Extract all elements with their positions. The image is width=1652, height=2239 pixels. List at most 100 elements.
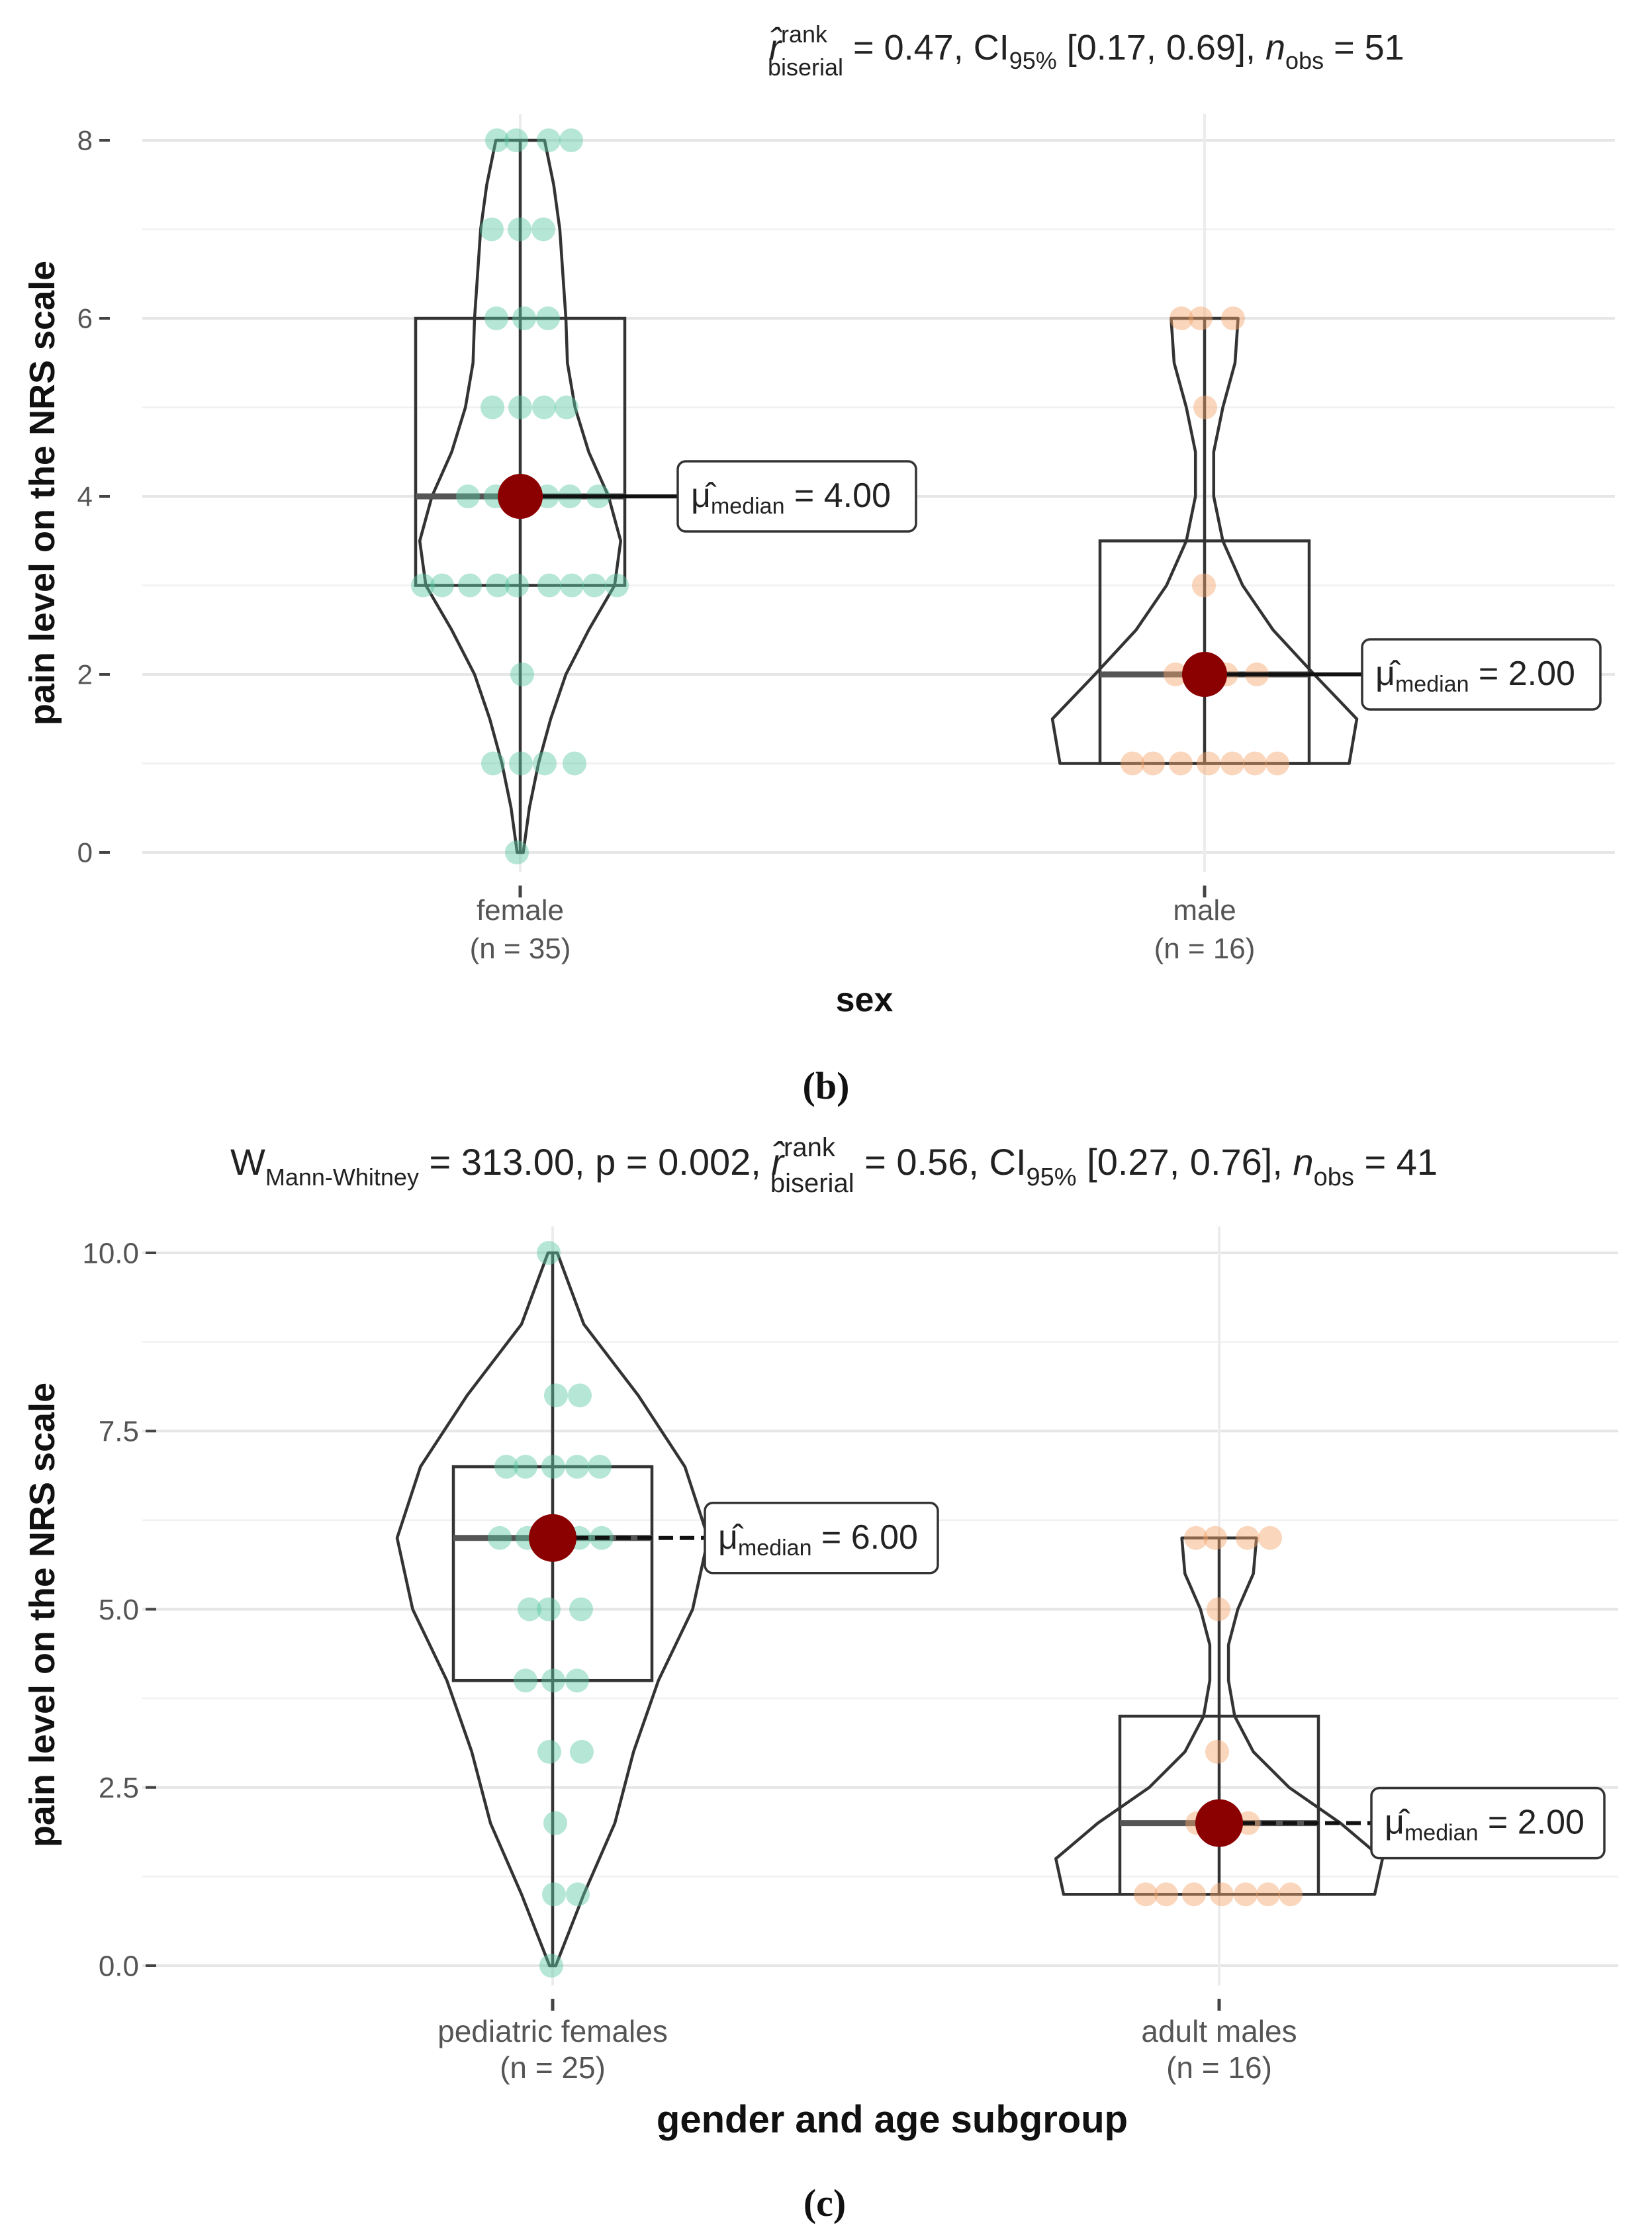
data-point bbox=[1207, 1597, 1230, 1622]
data-point bbox=[1164, 663, 1187, 686]
data-point bbox=[1205, 1739, 1229, 1764]
data-point bbox=[1210, 1882, 1234, 1907]
data-point bbox=[494, 1455, 518, 1479]
violin-1 bbox=[1050, 316, 1359, 765]
y-tick-label: 6 bbox=[77, 303, 93, 334]
data-point bbox=[1169, 751, 1193, 776]
data-point bbox=[1170, 306, 1193, 330]
data-point bbox=[537, 573, 561, 598]
data-point bbox=[544, 1383, 568, 1408]
data-point bbox=[509, 751, 533, 776]
data-point bbox=[565, 1455, 589, 1479]
panel-b-y-axis-label: pain level on the NRS scale bbox=[23, 261, 62, 725]
data-point bbox=[537, 1739, 561, 1764]
data-point bbox=[1197, 751, 1220, 776]
data-point bbox=[481, 751, 505, 776]
data-point bbox=[1182, 1882, 1206, 1907]
data-point bbox=[570, 1739, 594, 1764]
data-point bbox=[504, 128, 528, 152]
box-1 bbox=[1118, 1714, 1320, 1896]
data-point bbox=[1192, 573, 1216, 598]
data-point bbox=[1134, 1882, 1158, 1907]
median-dot-0 bbox=[498, 474, 543, 519]
data-point bbox=[539, 1954, 563, 1978]
y-tick-label: 2 bbox=[77, 659, 93, 690]
panel-b-stat-title: r̂rank biserial = 0.47, CI95% [0.17, 0.69… bbox=[768, 21, 1404, 81]
data-point bbox=[458, 573, 482, 598]
data-point bbox=[565, 1668, 589, 1693]
data-point bbox=[411, 573, 435, 598]
median-dot-0 bbox=[529, 1514, 576, 1562]
data-point bbox=[582, 573, 606, 598]
x-category-n-label: (n = 35) bbox=[470, 933, 571, 965]
median-label-box-0 bbox=[704, 1502, 939, 1575]
data-point bbox=[480, 217, 504, 242]
data-point bbox=[537, 128, 561, 152]
panel-c-label: (c) bbox=[803, 2181, 846, 2224]
data-point bbox=[537, 1241, 561, 1265]
data-point bbox=[484, 306, 508, 330]
data-point bbox=[1121, 751, 1144, 776]
data-point bbox=[605, 573, 629, 598]
data-point bbox=[514, 1668, 537, 1693]
data-point bbox=[518, 1597, 541, 1622]
median-label-box-0 bbox=[676, 460, 917, 533]
data-point bbox=[566, 1882, 590, 1907]
y-tick-label: 7.5 bbox=[99, 1416, 139, 1448]
data-point bbox=[560, 573, 584, 598]
y-tick-label: 0.0 bbox=[99, 1950, 139, 1982]
data-point bbox=[1220, 751, 1244, 776]
data-point bbox=[508, 217, 531, 242]
data-point bbox=[543, 1811, 567, 1835]
x-category-n-label: (n = 16) bbox=[1166, 2050, 1272, 2085]
panel-b-chart: r̂rank biserial = 0.47, CI95% [0.17, 0.69… bbox=[23, 21, 1615, 1107]
violin-0 bbox=[418, 138, 623, 854]
median-label-box-1 bbox=[1370, 1786, 1606, 1860]
median-label-1: μ̂median = 2.00 bbox=[1375, 655, 1575, 697]
data-point bbox=[505, 841, 529, 864]
x-category-label: female bbox=[477, 894, 564, 927]
y-tick-label: 10.0 bbox=[82, 1237, 139, 1269]
panel-c-chart: WMann-Whitney = 313.00, p = 0.002, r̂ran… bbox=[23, 1133, 1618, 2224]
panel-b-label: (b) bbox=[803, 1064, 850, 1107]
data-point bbox=[1184, 1526, 1208, 1550]
data-point bbox=[569, 1597, 593, 1622]
panel-c-stat-title: WMann-Whitney = 313.00, p = 0.002, r̂ran… bbox=[230, 1133, 1438, 1198]
box-0 bbox=[451, 1465, 654, 1682]
data-point bbox=[555, 395, 578, 420]
data-point bbox=[486, 573, 510, 598]
data-point bbox=[1256, 1882, 1280, 1907]
data-point bbox=[533, 751, 557, 776]
data-point bbox=[505, 573, 529, 598]
x-category-label: male bbox=[1173, 894, 1236, 927]
data-point bbox=[481, 395, 504, 420]
data-point bbox=[563, 751, 586, 776]
data-point bbox=[588, 1455, 612, 1479]
data-point bbox=[1141, 751, 1165, 776]
data-point bbox=[1203, 1526, 1227, 1550]
y-tick-label: 8 bbox=[77, 125, 93, 156]
data-point bbox=[1189, 306, 1213, 330]
y-tick-label: 2.5 bbox=[99, 1772, 139, 1804]
panel-c-y-axis-label: pain level on the NRS scale bbox=[23, 1383, 62, 1847]
data-point bbox=[1193, 395, 1217, 420]
median-dot-1 bbox=[1182, 652, 1227, 697]
data-point bbox=[531, 217, 555, 242]
data-point bbox=[514, 1455, 537, 1479]
median-label-0: μ̂median = 6.00 bbox=[718, 1518, 918, 1561]
violin-0 bbox=[395, 1251, 710, 1968]
data-point bbox=[541, 1455, 565, 1479]
x-category-n-label: (n = 16) bbox=[1154, 933, 1256, 965]
data-point bbox=[1221, 306, 1245, 330]
data-point bbox=[1243, 751, 1267, 776]
data-point bbox=[537, 1597, 561, 1622]
y-tick-label: 5.0 bbox=[99, 1594, 139, 1626]
y-tick-label: 4 bbox=[77, 481, 93, 512]
median-label-box-1 bbox=[1361, 638, 1602, 711]
x-category-label: pediatric females bbox=[437, 2014, 668, 2048]
data-point bbox=[568, 1383, 592, 1408]
data-point bbox=[1258, 1526, 1282, 1550]
x-category-label: adult males bbox=[1141, 2014, 1297, 2048]
median-label-0: μ̂median = 4.00 bbox=[691, 477, 891, 519]
